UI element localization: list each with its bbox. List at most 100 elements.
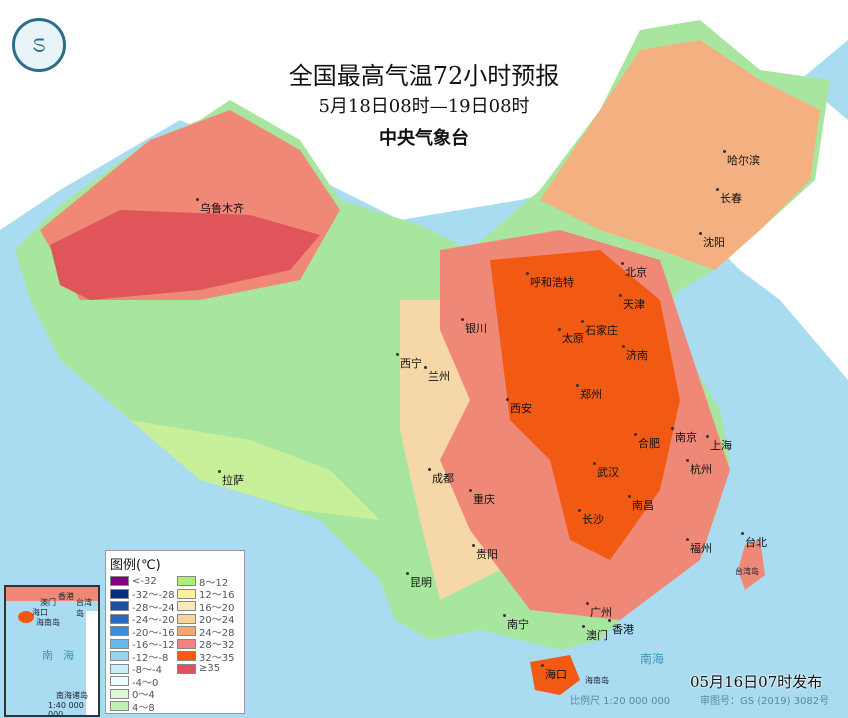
legend-item: 28～32 [177,638,244,651]
south-sea-label: 南海 [640,652,665,666]
city-label: 石家庄 [581,320,618,337]
legend-swatch [177,576,196,587]
legend-label: <-32 [132,575,157,587]
legend-label: -24～-20 [132,615,175,627]
city-label: 南宁 [503,614,529,631]
legend-label: 4～8 [132,702,155,714]
city-label: 南昌 [628,495,654,512]
inset-label: 澳门 [40,598,56,607]
legend-item: -8～-4 [110,663,177,676]
city-label: 杭州 [686,459,712,476]
city-label: 合肥 [634,433,660,450]
legend-swatch [110,663,129,674]
issuer: 中央气象台 [379,128,469,149]
zone-northeast [540,40,820,270]
city-label: 呼和浩特 [526,272,574,289]
legend-swatch [110,676,129,687]
zone-32 [490,250,680,560]
inset-label: 南海诸岛 [56,691,88,700]
inset-label: 南海 [42,649,84,662]
legend-swatch [110,651,129,662]
inset-label: 海口 [32,608,48,617]
taiwan-island [738,540,765,590]
city-label: 福州 [686,538,712,555]
legend-label: -20～-16 [132,627,175,639]
cma-logo-icon: ಽ [12,18,66,72]
city-label: 太原 [558,328,584,345]
legend-swatch [110,613,129,624]
city-label: 乌鲁木齐 [196,198,244,215]
legend-label: 8～12 [199,577,229,589]
legend-swatch [110,626,129,637]
legend-label: 12～16 [199,590,235,602]
legend-swatch [177,601,196,612]
city-label: 贵阳 [472,544,498,561]
map-title: 全国最高气温72小时预报 [288,62,560,90]
legend-item: 12～16 [177,588,244,601]
legend-swatch [177,663,196,674]
zone-tibet-south [130,420,380,520]
legend-item: ≥35 [177,663,244,676]
city-label: 西安 [506,398,532,415]
city-label: 香港 [608,619,634,636]
taiwan-label: 台湾岛 [735,567,759,576]
map-scale: 比例尺 1:20 000 000 [570,696,671,707]
legend-item: -16～-12 [110,638,177,651]
inset-scale: 1:40 000 000 [48,701,84,717]
legend: 图例(℃) <-32 -32～-28 -28～-24 -24～-20 -20～-16 -1… [105,550,245,714]
legend-label: -28～-24 [132,602,175,614]
inset-label: 海南岛 [36,618,60,627]
legend-item: 16～20 [177,600,244,614]
legend-swatch [110,688,129,699]
legend-item: 4～8 [110,700,177,714]
legend-swatch [177,626,196,637]
city-label: 拉萨 [218,470,244,487]
city-label: 南京 [671,427,697,444]
city-label: 长沙 [578,509,604,526]
city-label: 济南 [622,345,648,362]
legend-item: 32～35 [177,650,244,664]
legend-swatch [110,576,129,587]
legend-swatch [110,638,129,649]
city-label: 长春 [716,188,742,205]
legend-label: -32～-28 [132,590,175,602]
forecast-period: 5月18日08时—19日08时 [318,96,530,117]
legend-item: 24～28 [177,625,244,639]
city-label: 兰州 [424,366,450,383]
hainan-label: 海南岛 [585,676,609,685]
inset-label: 台湾岛 [76,598,92,618]
legend-item: -12～-8 [110,650,177,664]
city-label: 昆明 [406,572,432,589]
city-label: 澳门 [582,625,608,642]
legend-swatch [177,651,196,662]
city-label: 广州 [586,602,612,619]
legend-item: 0～4 [110,688,177,701]
city-label: 天津 [619,294,645,311]
city-label: 成都 [428,468,454,485]
legend-label: 32～35 [199,652,235,664]
legend-swatch [177,613,196,624]
issue-time: 05月16日07时发布 [690,673,823,691]
legend-label: 20～24 [199,615,235,627]
city-label: 重庆 [469,489,495,506]
legend-label: ≥35 [199,663,221,675]
legend-label: 0～4 [132,690,155,702]
inset-label: 香港 [58,592,74,601]
legend-label: -8～-4 [132,665,162,677]
legend-swatch [110,701,129,712]
legend-label: 24～28 [199,627,235,639]
legend-label: 16～20 [199,602,235,614]
legend-item: -32～-28 [110,588,177,601]
city-label: 海口 [541,664,567,681]
city-label: 沈阳 [699,232,725,249]
legend-item: -24～-20 [110,613,177,626]
city-label: 北京 [621,262,647,279]
legend-item: -28～-24 [110,600,177,614]
legend-label: -16～-12 [132,640,175,652]
legend-swatch [177,638,196,649]
city-label: 武汉 [593,462,619,479]
legend-title: 图例(℃) [110,558,161,573]
legend-label: -12～-8 [132,652,169,664]
legend-item: 20～24 [177,613,244,626]
